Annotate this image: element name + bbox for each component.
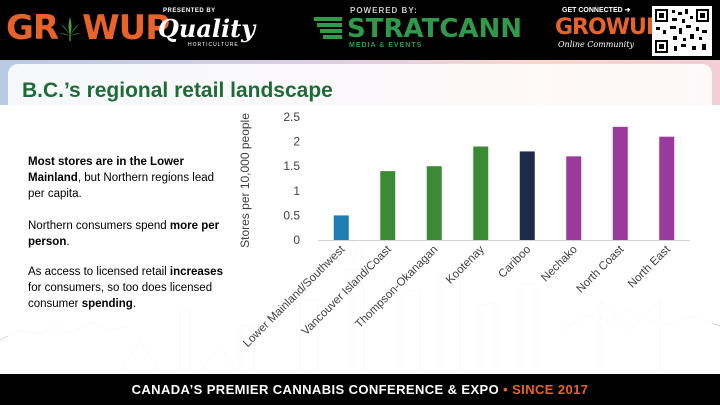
p1-rest: , but Northern regions lead per capita. [28,172,215,200]
y-tick-label: 2.5 [283,110,300,124]
p3-bold-2: spending [81,298,133,310]
x-tick-label: Vancouver Island/Coast [300,243,395,338]
footer-text: CANADA’S PREMIER CANNABIS CONFERENCE & E… [131,382,500,397]
footer-bar: CANADA’S PREMIER CANNABIS CONFERENCE & E… [0,374,720,405]
bar [659,136,675,240]
y-tick-label: 1 [293,184,300,198]
p1-bold: Most stores are in the Lower Mainland [28,156,184,184]
stratcann-sub: MEDIA & EVENTS [349,42,423,49]
p3-bold-1: increases [169,266,223,278]
y-tick-label: 0.5 [283,208,300,222]
presented-by-label: PRESENTED BY [163,8,216,14]
x-tick-label: Kootenay [444,243,487,286]
x-tick-label: North East [626,243,673,290]
cannabis-leaf-icon [59,17,82,41]
bar [333,215,349,240]
p3-text: As access to licensed retail [28,266,170,278]
x-tick-label: Nechako [539,244,580,285]
text-paragraph-3: As access to licensed retail increases f… [28,264,228,312]
x-tick-label: North Coast [574,243,626,295]
bar [380,171,396,240]
x-tick-label: Cariboo [496,244,533,281]
footer-separator: • [499,382,513,397]
slide-title: B.C.’s regional retail landscape [22,79,333,102]
content-panel [8,64,712,374]
sponsor-sub: HORTICULTURE [188,42,239,48]
bar [426,166,442,240]
stratcann-logo: STRATCANN [347,14,523,44]
arrow-right-icon: ➔ [624,7,631,14]
growup-logo-grow: GR [6,8,59,48]
p2-text: Northern consumers spend [28,220,170,232]
text-paragraph-1: Most stores are in the Lower Mainland, b… [28,154,228,202]
p2-bold: more per person [28,220,220,248]
bar [612,126,628,240]
y-axis-label: Stores per 10,000 people [238,113,252,248]
p2-end: . [66,236,70,248]
y-tick-label: 1.5 [283,159,300,173]
bar [473,146,489,240]
p3-mid: for consumers, so too does licensed cons… [28,282,213,310]
growup-logo-wup: WUP [82,8,170,48]
text-paragraph-2: Northern consumers spend more per person… [28,218,228,250]
x-tick-label: Thompson-Okanagan [353,244,440,331]
footer-since: SINCE 2017 [512,382,589,397]
bar [519,151,535,240]
powered-by-label: POWERED BY: [350,6,418,15]
growup-logo-small: GROWUP [555,15,662,40]
y-tick-label: 2 [293,135,300,149]
bar [566,156,582,240]
sponsor-logo: Quality [158,14,256,43]
p3-end: . [132,298,137,310]
get-connected-label: GET CONNECTED ➔ [562,7,631,14]
y-tick-label: 0 [293,233,300,247]
online-community-label: Online Community [558,40,634,49]
header-bar: GR WUP PRESENTED BY Quality HORTICULTURE … [0,0,720,60]
qr-code-icon[interactable] [652,6,712,56]
growup-logo: GR WUP [6,6,170,50]
stratcann-mark-icon [314,17,342,39]
